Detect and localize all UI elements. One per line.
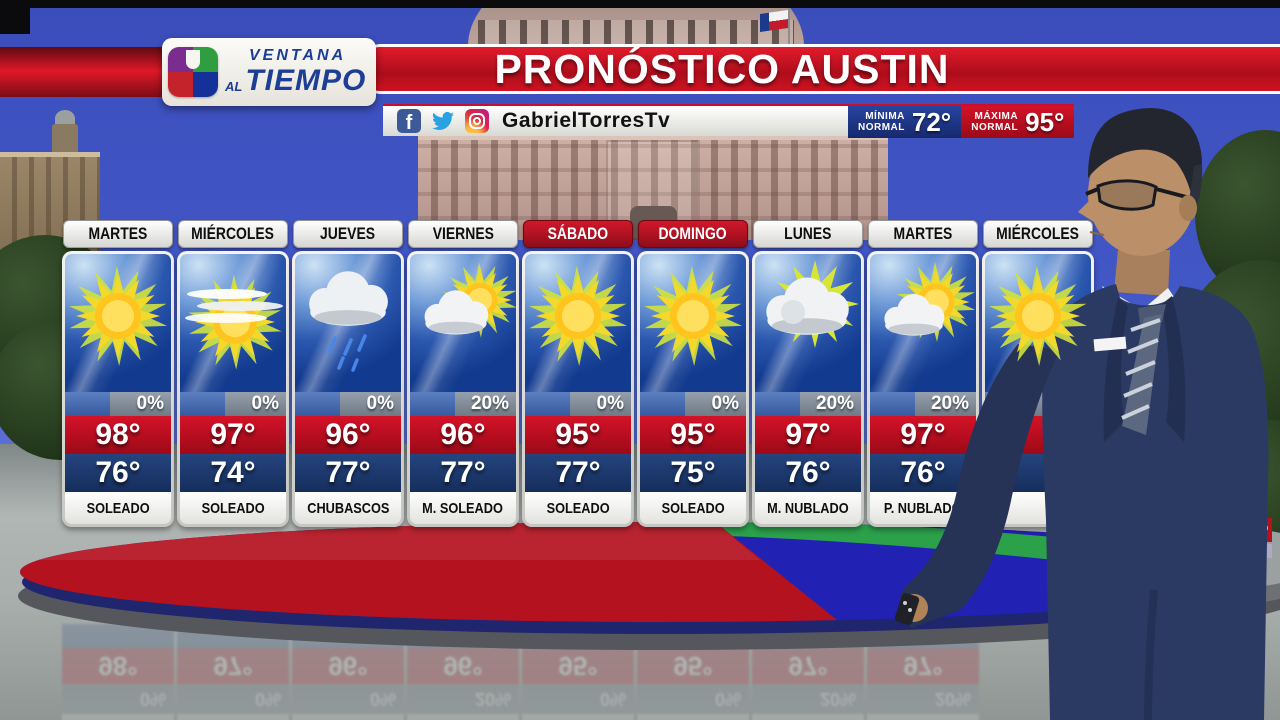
- low-temp: 77°: [525, 454, 631, 492]
- condition-label: CHUBASCOS: [295, 492, 401, 524]
- high-temp: 97°: [870, 416, 976, 454]
- forecast-day-card: SÁBADO 0% 95° 77° SOLEADO: [522, 220, 634, 527]
- condition-label: M. SOLEADO: [410, 492, 516, 524]
- univision-u-icon: [168, 47, 218, 97]
- minima-normal: MÍNIMA NORMAL 72°: [848, 106, 962, 138]
- day-name: DOMINGO: [658, 224, 728, 243]
- partly-sunny-icon: [410, 254, 516, 392]
- weather-presenter: [894, 108, 1269, 720]
- low-temp: 77°: [295, 454, 401, 492]
- high-temp: 98°: [65, 416, 171, 454]
- low-temp: 76°: [755, 454, 861, 492]
- day-name-chip: LUNES: [753, 220, 863, 248]
- day-name-chip: SÁBADO: [523, 220, 633, 248]
- day-name: SÁBADO: [547, 224, 609, 243]
- day-name-chip: DOMINGO: [638, 220, 748, 248]
- precip-chance: 20%: [914, 392, 976, 416]
- rain-icon: [295, 254, 401, 392]
- day-name-chip: MARTES: [63, 220, 173, 248]
- mostly-cloudy-icon: [755, 254, 861, 392]
- forecast-day-card: MIÉRCOLES 0% 97° 74° SOLEADO: [177, 220, 289, 527]
- maxima-value: 95°: [1025, 106, 1065, 137]
- condition-label: SOLEADO: [180, 492, 286, 524]
- title-bar: PRONÓSTICO AUSTIN: [368, 44, 1280, 94]
- day-name: MARTES: [893, 224, 953, 243]
- day-name-chip: JUEVES: [293, 220, 403, 248]
- high-temp: 96°: [410, 416, 516, 454]
- low-temp: 77°: [410, 454, 516, 492]
- condition-label: SOLEADO: [525, 492, 631, 524]
- precip-chance: 0%: [569, 392, 631, 416]
- partly-cloudy-icon: [870, 254, 976, 392]
- high-temp: 97°: [755, 416, 861, 454]
- day-name: MIÉRCOLES: [191, 224, 275, 243]
- day-name-chip: VIERNES: [408, 220, 518, 248]
- maxima-label-top: MÁXIMA: [974, 111, 1019, 122]
- flag-pole: [788, 4, 790, 44]
- precip-chance: 0%: [109, 392, 171, 416]
- precip-chance: 0%: [684, 392, 746, 416]
- sunny-icon: [65, 254, 171, 392]
- condition-label: SOLEADO: [640, 492, 746, 524]
- low-temp: 76°: [65, 454, 171, 492]
- forecast-day-card: JUEVES 0% 96° 77° CHUBASCOS: [292, 220, 404, 527]
- day-name: VIERNES: [432, 224, 494, 243]
- day-name-chip: MARTES: [868, 220, 978, 248]
- precip-chance: 0%: [339, 392, 401, 416]
- high-temp: 95°: [525, 416, 631, 454]
- day-name-chip: MIÉRCOLES: [983, 220, 1093, 248]
- high-temp: 96°: [295, 416, 401, 454]
- high-temp: 97°: [180, 416, 286, 454]
- sunny-icon: [640, 254, 746, 392]
- precip-chance: 0%: [224, 392, 286, 416]
- social-handle: GabrielTorresTv: [502, 109, 671, 132]
- instagram-icon: [465, 109, 489, 133]
- precip-chance: 20%: [454, 392, 516, 416]
- corner-black-patch: [0, 0, 30, 34]
- forecast-day-card: MARTES 0% 98° 76° SOLEADO: [62, 220, 174, 527]
- precip-chance: 20%: [799, 392, 861, 416]
- maxima-label-bottom: NORMAL: [971, 122, 1019, 133]
- high-temp: 95°: [640, 416, 746, 454]
- low-temp: 75°: [640, 454, 746, 492]
- minima-label-bottom: NORMAL: [858, 122, 905, 133]
- logo-al: AL: [225, 79, 243, 94]
- sunny-icon: [985, 254, 1091, 392]
- condition-label: SOLEADO: [65, 492, 171, 524]
- twitter-icon: [432, 112, 454, 130]
- logo-line1: VENTANA: [249, 47, 347, 64]
- day-name: MIÉRCOLES: [996, 224, 1080, 243]
- facebook-icon: [397, 109, 421, 133]
- sunny-icon: [525, 254, 631, 392]
- day-name: JUEVES: [320, 224, 376, 243]
- top-black-strip: [0, 0, 1280, 8]
- mostly-sunny-icon: [180, 254, 286, 392]
- condition-label: M. NUBLADO: [755, 492, 861, 524]
- ventana-al-tiempo-logo: VENTANA AL TIEMPO: [162, 38, 376, 106]
- day-name-chip: MIÉRCOLES: [178, 220, 288, 248]
- logo-tiempo: TIEMPO: [245, 64, 367, 97]
- normals-bar: MÍNIMA NORMAL 72° MÁXIMA NORMAL 95°: [848, 104, 1075, 138]
- day-name: LUNES: [784, 224, 832, 243]
- forecast-day-card: MARTES 20% 97° 76° P. NUBLADO: [867, 220, 979, 527]
- forecast-day-card: DOMINGO 0% 95° 75° SOLEADO: [637, 220, 749, 527]
- minima-value: 72°: [911, 106, 952, 137]
- low-temp: 74°: [180, 454, 286, 492]
- social-bar: GabrielTorresTv: [383, 104, 848, 136]
- forecast-day-card: LUNES 20% 97° 76° M. NUBLADO: [752, 220, 864, 527]
- left-building-dome: [55, 110, 75, 127]
- minima-label-top: MÍNIMA: [865, 111, 905, 122]
- page-title: PRONÓSTICO AUSTIN: [494, 45, 950, 92]
- forecast-day-card: VIERNES 20% 96° 77° M. SOLEADO: [407, 220, 519, 527]
- forecast-strip: MARTES 0% 98° 76° SOLEADO MIÉRCOLES 0% 9…: [62, 220, 1094, 527]
- maxima-normal: MÁXIMA NORMAL 95°: [961, 106, 1075, 138]
- day-name: MARTES: [88, 224, 148, 243]
